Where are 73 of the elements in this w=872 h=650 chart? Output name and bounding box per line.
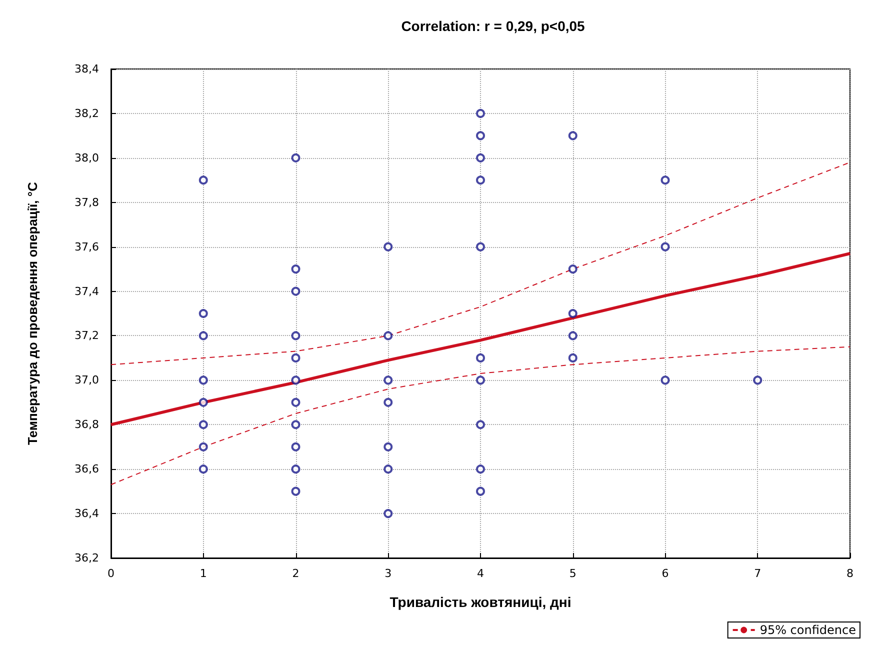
point [291, 153, 300, 162]
x-tick-label: 1 [200, 567, 207, 580]
point [476, 353, 485, 362]
x-tick-label: 3 [384, 567, 392, 580]
y-tick-label: 36,6 [74, 462, 99, 476]
point [384, 398, 393, 407]
legend-label: 95% confidence [760, 623, 856, 637]
x-axis-title: Тривалість жовтяниці, дні [390, 594, 572, 610]
point [568, 264, 578, 274]
point [291, 264, 300, 274]
point [476, 464, 485, 474]
point [568, 309, 578, 318]
point [384, 464, 393, 474]
point [198, 176, 208, 185]
y-tick-label: 38,4 [74, 62, 99, 76]
point [568, 353, 578, 362]
point [291, 420, 300, 430]
x-tick-label: 7 [754, 567, 762, 580]
point [198, 331, 208, 340]
point [291, 464, 300, 474]
x-tick-label: 2 [292, 567, 300, 580]
point [198, 464, 208, 474]
line-series [110, 162, 850, 366]
y-tick-label: 37,4 [74, 284, 99, 298]
x-tick-label: 5 [569, 567, 576, 580]
point [384, 442, 393, 452]
point [291, 442, 300, 452]
point [753, 376, 762, 385]
point [291, 398, 300, 407]
y-tick-label: 36,2 [74, 552, 99, 564]
point [384, 509, 393, 518]
point [291, 486, 300, 496]
point [384, 242, 393, 252]
y-tick-label: 36,4 [74, 507, 99, 520]
chart-title: Correlation: r = 0,29, p<0,05 [401, 18, 586, 34]
x-tick-label: 8 [846, 567, 854, 580]
y-tick-label: 37,8 [74, 196, 99, 209]
x-tick-label: 6 [662, 567, 669, 580]
point [198, 376, 208, 385]
point [476, 131, 485, 140]
point [291, 353, 300, 362]
point [384, 331, 393, 340]
y-tick-label: 37,0 [74, 374, 99, 387]
point [291, 286, 300, 296]
line-series [110, 346, 850, 486]
point [660, 242, 670, 252]
point [476, 242, 485, 252]
point [198, 309, 208, 318]
point [476, 176, 485, 185]
point [198, 398, 208, 407]
point [568, 331, 578, 340]
y-tick-label: 38,2 [74, 106, 99, 120]
point [476, 153, 485, 162]
y-tick-label: 36,8 [74, 418, 99, 432]
y-axis-title: Температура до проведення операції, °С [25, 181, 40, 445]
line-series [110, 252, 852, 426]
x-tick-label: 0 [108, 567, 114, 580]
point [198, 420, 208, 430]
point [476, 486, 485, 496]
point [476, 376, 485, 385]
point [568, 131, 578, 140]
x-tick-label: 4 [477, 567, 484, 580]
y-tick-label: 37,6 [74, 240, 99, 254]
point [660, 376, 670, 385]
point [476, 108, 485, 118]
point [660, 176, 670, 185]
point [384, 376, 393, 385]
y-tick-label: 38,0 [74, 151, 99, 164]
point [198, 442, 208, 452]
y-tick-label: 37,2 [74, 329, 99, 342]
point [291, 376, 300, 385]
point [291, 331, 300, 340]
point [476, 420, 485, 430]
